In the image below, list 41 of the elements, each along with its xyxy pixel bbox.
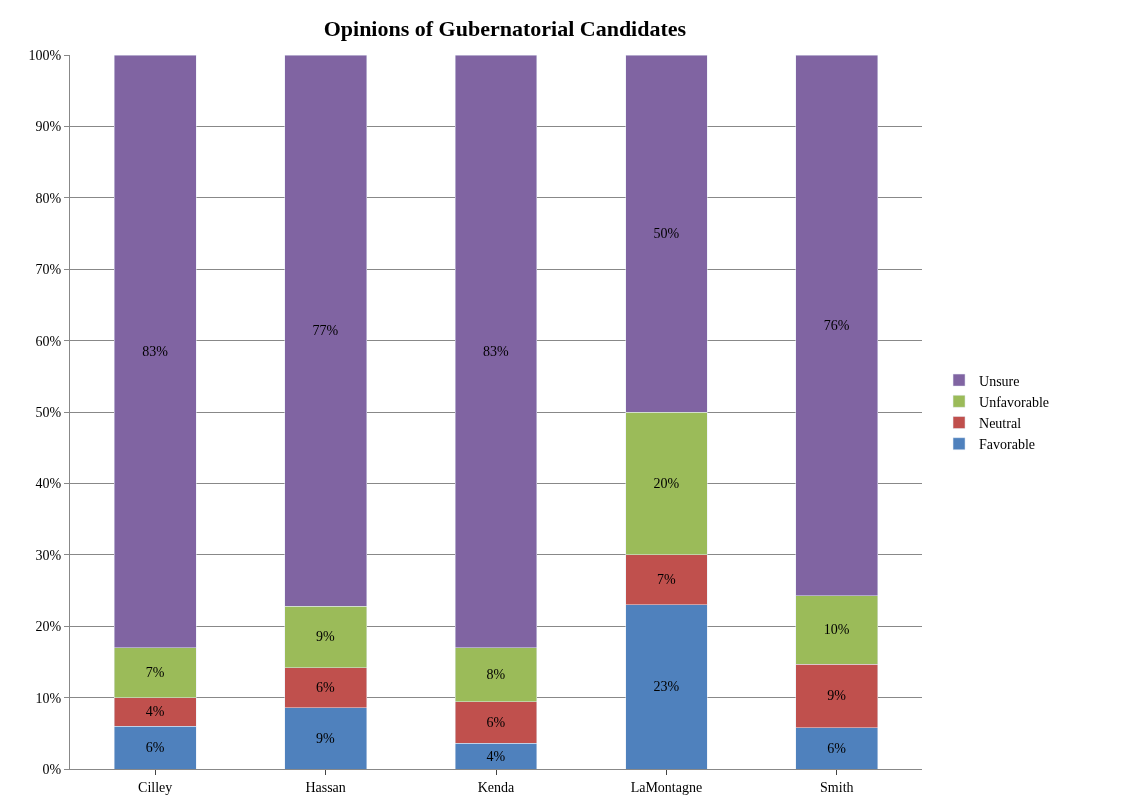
y-tick-label: 40% (35, 476, 62, 492)
y-tick-label: 20% (35, 619, 62, 635)
legend-label: Favorable (979, 437, 1036, 453)
y-tick-label: 30% (35, 547, 62, 563)
data-label: 7% (145, 665, 165, 681)
data-label: 50% (653, 226, 680, 241)
data-label: 77% (312, 323, 339, 339)
y-tick-label: 60% (35, 333, 62, 349)
data-label: 76% (823, 317, 850, 333)
y-tick-label: 80% (35, 190, 62, 206)
y-tick-label: 10% (35, 690, 62, 706)
legend-label: Neutral (979, 415, 1022, 431)
x-tick-label: Cilley (138, 779, 173, 795)
data-label: 4% (486, 748, 506, 764)
data-label: 10% (823, 622, 850, 638)
data-label: 83% (483, 343, 509, 359)
chart-title: Opinions of Gubernatorial Candidates (323, 15, 687, 41)
data-label: 6% (827, 740, 847, 756)
data-label: 6% (486, 715, 506, 731)
y-tick-label: 0% (42, 761, 62, 777)
x-tick-label: Hassan (305, 779, 346, 795)
data-label: 4% (145, 704, 165, 720)
data-label: 9% (827, 688, 847, 704)
legend-label: Unfavorable (979, 394, 1050, 410)
data-label: 7% (656, 572, 676, 588)
data-label: 6% (316, 680, 336, 696)
data-label: 9% (316, 629, 336, 645)
data-label: 8% (486, 667, 506, 683)
data-label: 9% (316, 730, 336, 746)
x-tick-label: Kenda (477, 779, 516, 795)
data-label: 6% (145, 740, 165, 756)
x-tick-label: Smith (820, 779, 854, 795)
y-tick-label: 70% (35, 262, 62, 278)
legend-label: Unsure (979, 373, 1020, 389)
y-tick-label: 90% (35, 119, 62, 135)
data-label: 20% (653, 475, 680, 491)
y-tick-label: 100% (28, 47, 62, 63)
data-label: 83% (142, 343, 169, 359)
x-tick-label: LaMontagne (630, 779, 703, 795)
data-label: 23% (653, 679, 680, 695)
y-tick-label: 50% (35, 404, 62, 420)
